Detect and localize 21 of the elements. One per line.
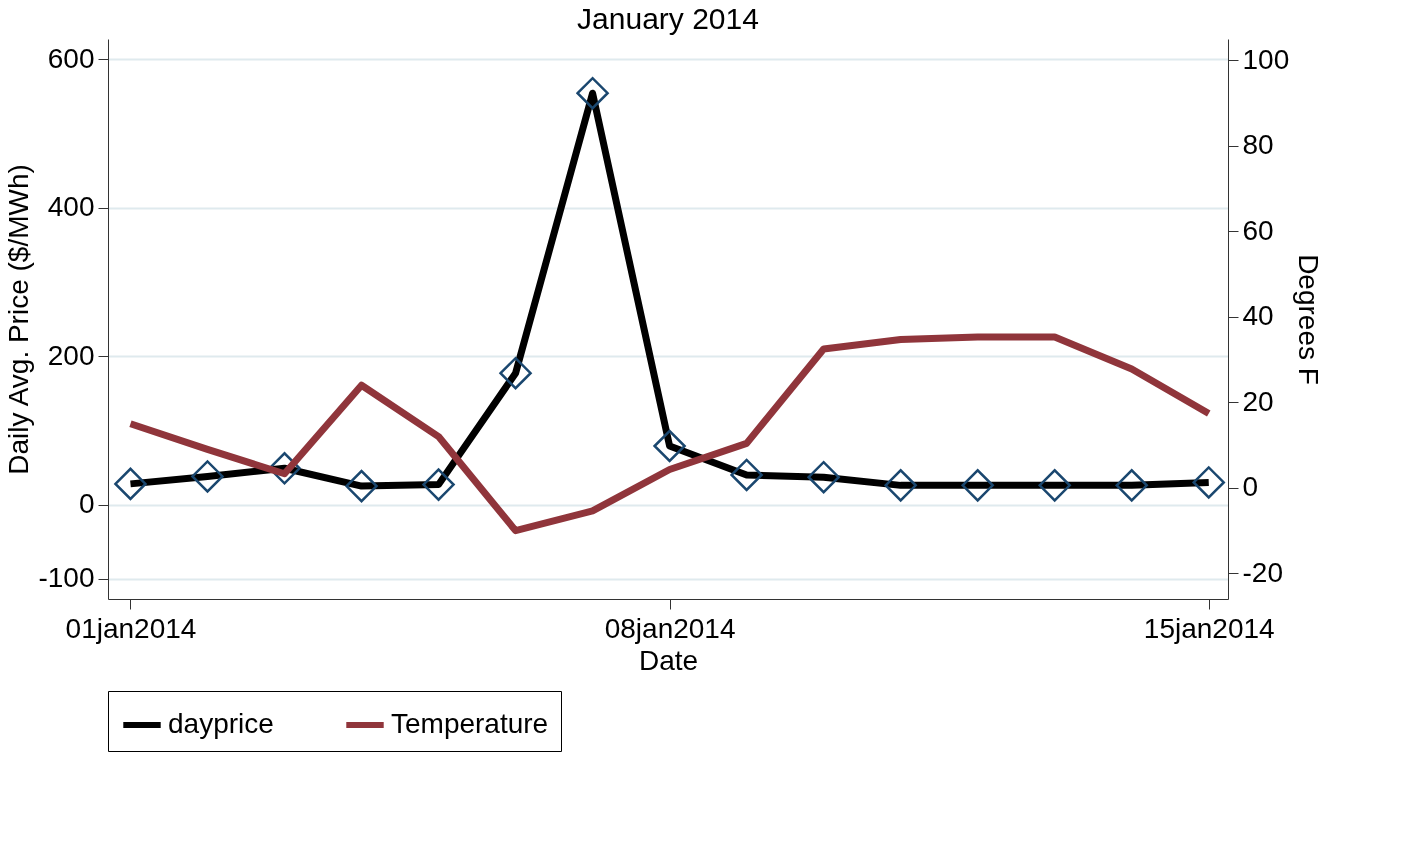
y2-tick-label: -20 xyxy=(1242,556,1283,588)
legend-label: dayprice xyxy=(168,708,274,739)
y-axis-title: Daily Avg. Price ($/MWh) xyxy=(3,164,35,475)
y2-tick-label: 40 xyxy=(1242,300,1274,332)
x-tick-label: 01jan2014 xyxy=(65,612,197,644)
y2-tick-label: 20 xyxy=(1242,385,1274,417)
x-tick-label: 15jan2014 xyxy=(1143,612,1275,644)
y-tick-label: -100 xyxy=(38,562,95,594)
y2-axis-title: Degrees F xyxy=(1293,254,1325,385)
chart-title: January 2014 xyxy=(577,2,759,35)
y-tick-label: 600 xyxy=(47,42,95,74)
legend-label: Temperature xyxy=(391,708,549,739)
x-tick-label: 08jan2014 xyxy=(604,612,736,644)
y-tick-label: 200 xyxy=(47,339,95,371)
y2-tick-label: 60 xyxy=(1242,214,1274,246)
y2-tick-label: 80 xyxy=(1242,129,1274,161)
y-tick-label: 400 xyxy=(47,191,95,223)
x-axis-title: Date xyxy=(638,644,699,676)
y-tick-label: 0 xyxy=(78,488,95,520)
y2-tick-label: 0 xyxy=(1242,471,1259,503)
y2-tick-label: 100 xyxy=(1242,43,1290,75)
